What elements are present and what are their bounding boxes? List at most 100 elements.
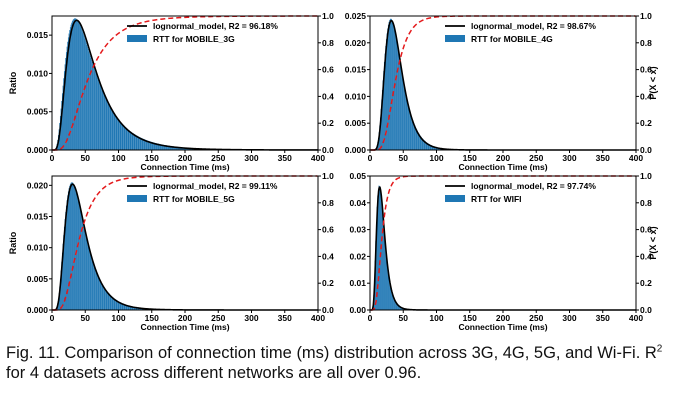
top-right-right-ytick-label: 0.6 bbox=[640, 65, 652, 75]
top-left-histogram-bar bbox=[163, 144, 165, 150]
top-left-histogram-bar bbox=[77, 21, 79, 151]
top-left-histogram-bar bbox=[105, 99, 107, 150]
bottom-right-histogram-bar bbox=[398, 305, 400, 310]
top-left-histogram-bar bbox=[147, 140, 149, 150]
top-left-histogram-bar bbox=[157, 143, 158, 150]
top-right-histogram-bar bbox=[401, 69, 402, 150]
bottom-right-histogram-bar bbox=[385, 247, 386, 310]
top-right-histogram-bar bbox=[396, 41, 398, 150]
top-left-histogram-bar bbox=[153, 142, 154, 150]
top-right-histogram-bar bbox=[421, 138, 423, 150]
top-left-histogram-bar bbox=[96, 76, 98, 150]
bottom-left-histogram-bar bbox=[106, 290, 108, 310]
bottom-left-histogram-bar bbox=[73, 185, 75, 310]
top-left-histogram-bar bbox=[111, 109, 112, 150]
top-left-xtick-label: 100 bbox=[111, 153, 125, 163]
top-right-histogram-bar bbox=[400, 65, 402, 150]
top-left-histogram-bar bbox=[111, 110, 113, 150]
bottom-left-histogram-bar bbox=[79, 205, 80, 310]
top-left-histogram-bar bbox=[175, 146, 177, 150]
top-left-histogram-bar bbox=[100, 86, 102, 150]
top-left-histogram-bar bbox=[171, 146, 173, 150]
top-right-histogram-bar bbox=[382, 80, 384, 150]
top-left-histogram-bar bbox=[181, 147, 182, 150]
top-right-right-ytick-label: 0.2 bbox=[640, 118, 652, 128]
top-left-xtick-label: 300 bbox=[244, 153, 258, 163]
top-right-histogram-bar bbox=[405, 91, 406, 150]
top-right-histogram-bar bbox=[434, 146, 436, 150]
top-left-histogram-bar bbox=[74, 18, 76, 151]
top-right-histogram-bar bbox=[413, 122, 414, 150]
caption-label: Fig. 11. bbox=[6, 344, 60, 362]
top-right-histogram-bar bbox=[392, 22, 394, 151]
bottom-left-histogram-bar bbox=[123, 303, 124, 310]
top-left-histogram-bar bbox=[138, 136, 140, 150]
top-right-histogram-bar bbox=[433, 146, 435, 150]
top-left-ytick-label: 0.000 bbox=[27, 145, 49, 155]
top-right-histogram-bar bbox=[398, 53, 400, 150]
top-left-histogram-bar bbox=[129, 130, 130, 150]
top-left-histogram-bar bbox=[92, 64, 94, 150]
top-left-histogram-bar bbox=[130, 131, 132, 150]
top-left-histogram-bar bbox=[175, 146, 176, 150]
bottom-right-histogram-bar bbox=[386, 260, 388, 310]
top-right-histogram-bar bbox=[397, 49, 399, 150]
bottom-right-histogram-bar bbox=[385, 254, 387, 310]
top-right-histogram-bar bbox=[389, 18, 391, 150]
bottom-left-histogram-bar bbox=[112, 297, 114, 310]
bottom-left-histogram-bar bbox=[95, 268, 96, 310]
bottom-left-histogram-bar bbox=[125, 304, 127, 310]
top-right-histogram-bar bbox=[407, 103, 409, 150]
top-left-right-ytick-label: 0.2 bbox=[322, 118, 334, 128]
top-left-histogram-bar bbox=[168, 145, 170, 150]
top-left-histogram-bar bbox=[126, 128, 128, 150]
bottom-left-histogram-bar bbox=[114, 298, 116, 310]
top-left-histogram-bar bbox=[176, 146, 178, 150]
top-left-histogram-bar bbox=[139, 137, 141, 150]
top-right-histogram-bar bbox=[404, 88, 406, 150]
bottom-left-histogram-bar bbox=[121, 302, 122, 310]
bottom-right-xtick-label: 300 bbox=[562, 313, 576, 323]
top-right-histogram-bar bbox=[417, 131, 418, 150]
top-left-histogram-bar bbox=[88, 51, 90, 150]
top-left-histogram-bar bbox=[151, 142, 153, 150]
bottom-left-histogram-bar bbox=[103, 285, 104, 310]
bottom-left-histogram-bar bbox=[111, 296, 113, 310]
bottom-right-ytick-label: 0.03 bbox=[349, 225, 366, 235]
bottom-right-right-ytick-label: 0.0 bbox=[640, 305, 652, 315]
top-left-histogram-bar bbox=[153, 142, 155, 150]
top-left-histogram-bar bbox=[85, 40, 86, 151]
top-right-ytick-label: 0.020 bbox=[345, 38, 367, 48]
bottom-left-histogram-bar bbox=[135, 307, 136, 310]
top-left-histogram-bar bbox=[114, 114, 116, 150]
top-left-histogram-bar bbox=[82, 32, 84, 150]
top-left-histogram-bar bbox=[87, 46, 88, 150]
top-left-histogram-bar bbox=[110, 108, 112, 150]
top-left-histogram-bar bbox=[81, 28, 82, 151]
top-left-histogram-bar bbox=[93, 66, 94, 150]
top-left-histogram-bar bbox=[135, 134, 136, 150]
bottom-left-histogram-bar bbox=[133, 306, 135, 310]
top-left-xtick-label: 150 bbox=[145, 153, 159, 163]
bottom-left-histogram-bar bbox=[133, 306, 134, 310]
top-right-x-axis-label: Connection Time (ms) bbox=[458, 162, 547, 172]
bottom-left-xtick-label: 200 bbox=[178, 313, 192, 323]
top-right-histogram-bar bbox=[402, 77, 404, 150]
top-left-histogram-bar bbox=[155, 142, 156, 150]
bottom-left-histogram-bar bbox=[85, 235, 87, 310]
top-right-histogram-bar bbox=[388, 21, 390, 151]
top-left-histogram-bar bbox=[63, 78, 64, 150]
bottom-left-histogram-bar bbox=[63, 226, 65, 310]
bottom-right-xtick-label: 400 bbox=[629, 313, 643, 323]
top-left-histogram-bar bbox=[97, 79, 99, 150]
top-left-xtick-label: 400 bbox=[311, 153, 325, 163]
bottom-right-right-axis-label: P(X < x) bbox=[648, 226, 658, 259]
bottom-left-histogram-bar bbox=[124, 304, 126, 310]
bottom-right-histogram-bar bbox=[381, 201, 383, 310]
top-left-histogram-bar bbox=[151, 141, 152, 150]
top-left-histogram-bar bbox=[131, 132, 133, 150]
bottom-left-histogram-bar bbox=[127, 305, 128, 310]
top-right-histogram-bar bbox=[411, 116, 412, 150]
top-right-histogram-bar bbox=[428, 143, 430, 150]
top-right-histogram-bar bbox=[435, 146, 436, 150]
